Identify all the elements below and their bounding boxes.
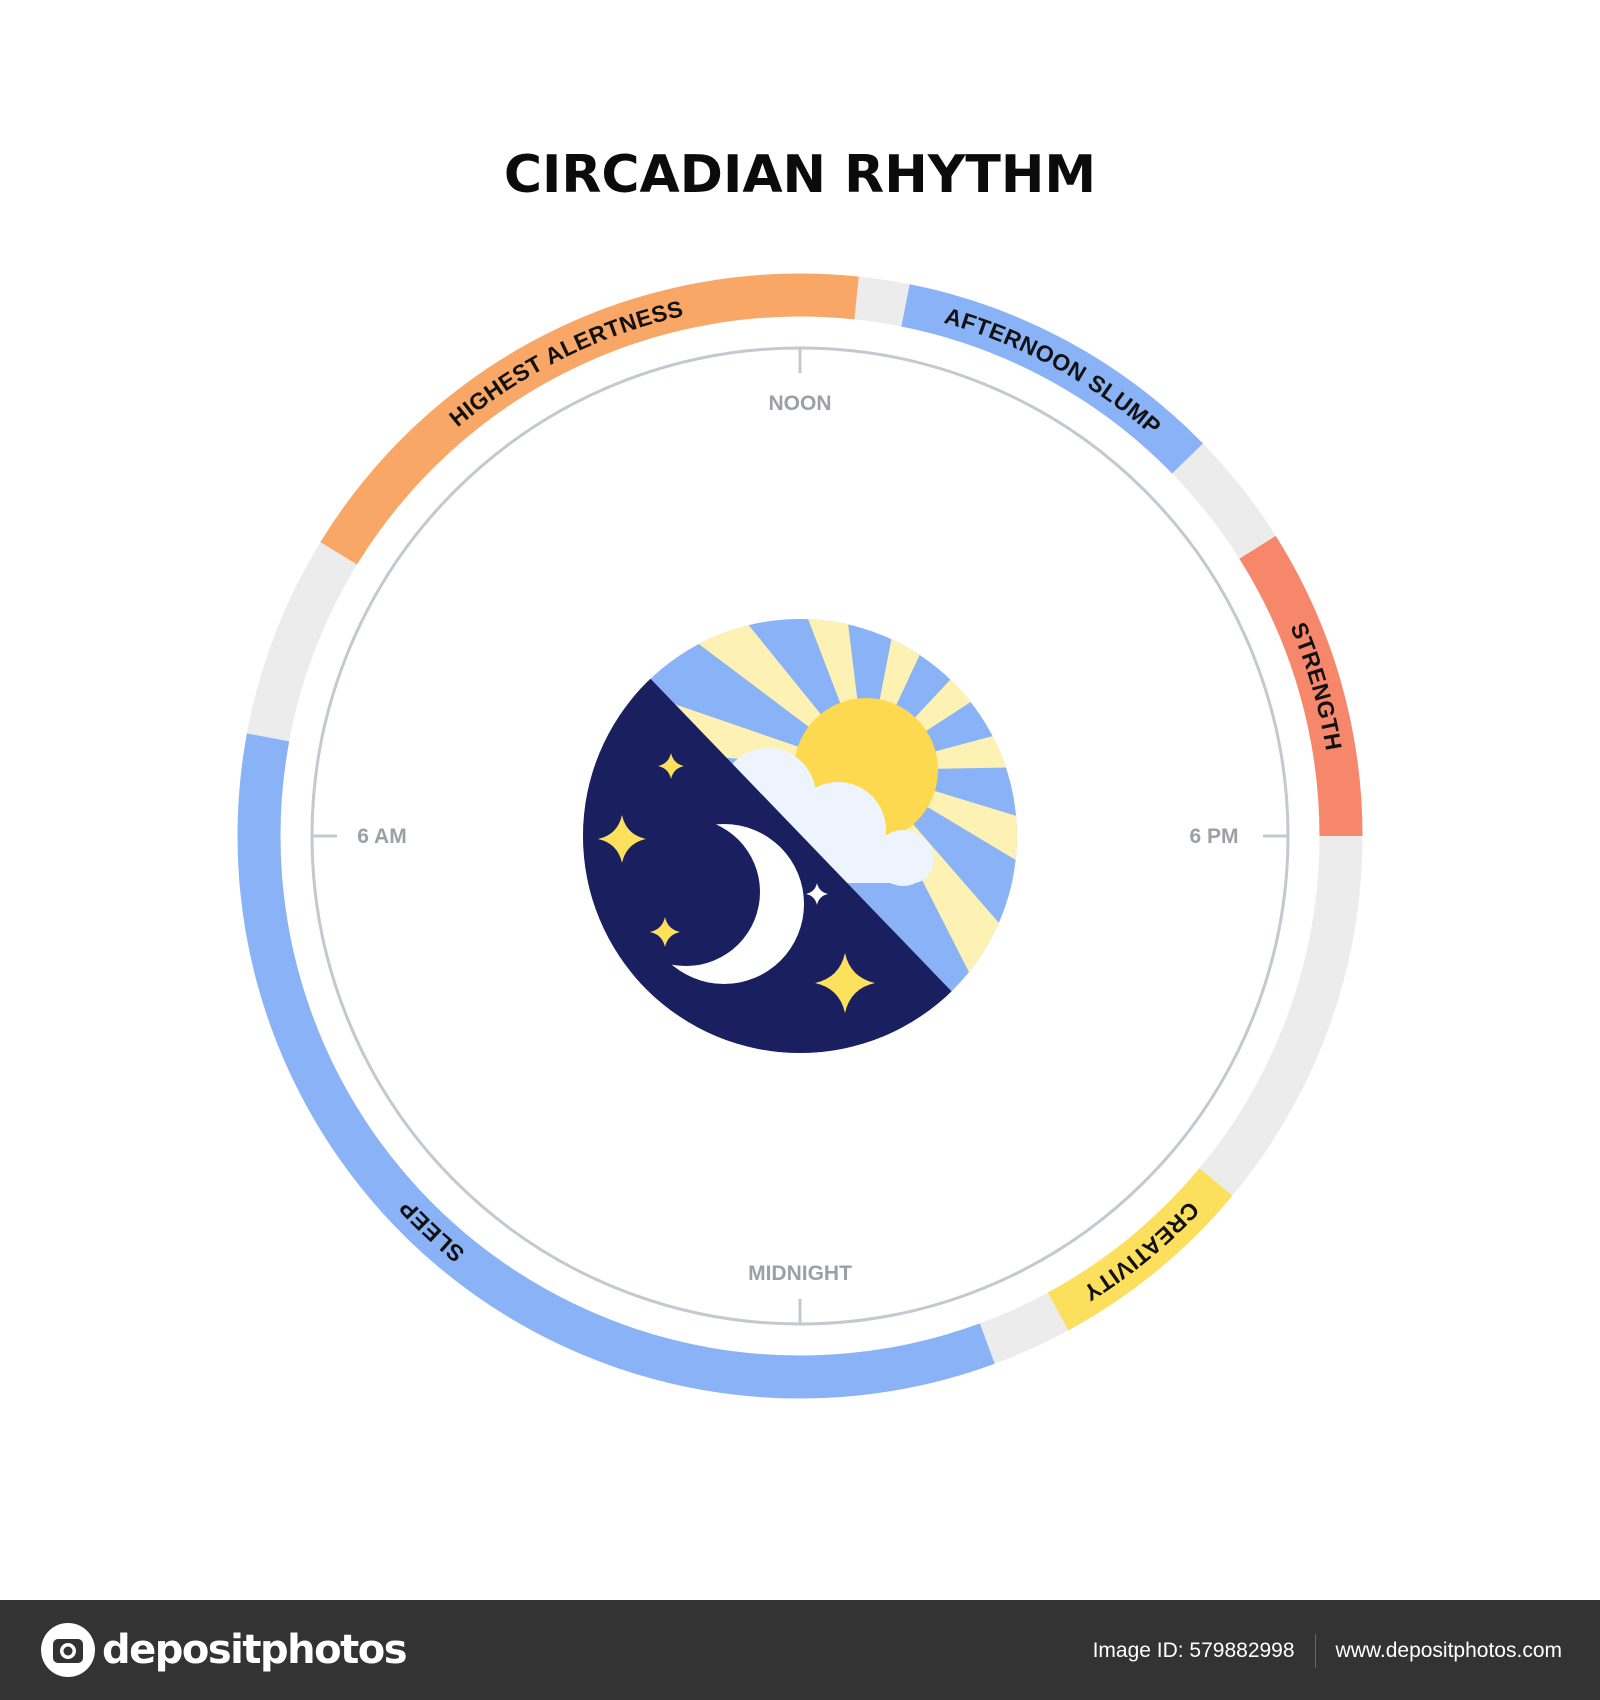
image-id: Image ID: 579882998 — [1092, 1639, 1295, 1662]
page-title: CIRCADIAN RHYTHM — [504, 145, 1096, 205]
moon-icon — [612, 818, 804, 984]
sun-ray — [583, 619, 866, 770]
sun-ray — [866, 770, 1017, 977]
sun-ray — [866, 619, 1017, 770]
day-night-icon — [583, 619, 1017, 1053]
footer-bar: depositphotos Image ID: 579882998 www.de… — [0, 1600, 1600, 1700]
star-icon — [815, 953, 875, 1013]
clock-ticks — [312, 348, 1288, 1324]
logo-text: depositphotos — [102, 1627, 408, 1673]
sun-ray — [866, 619, 1017, 770]
site-url[interactable]: www.depositphotos.com — [1335, 1639, 1562, 1662]
star-icon — [598, 815, 646, 863]
label-6am: 6 AM — [357, 825, 406, 848]
stars — [598, 753, 875, 1013]
sun-ray — [866, 666, 1017, 770]
segment-afternoon-slump — [901, 284, 1203, 474]
segment-highest-alertness — [320, 273, 859, 565]
sun-ray — [722, 619, 866, 770]
segment-label-creativity: CREATIVITY — [1079, 1197, 1205, 1307]
depositphotos-logo[interactable]: depositphotos — [40, 1622, 408, 1678]
label-6pm: 6 PM — [1189, 825, 1238, 848]
star-icon — [806, 883, 828, 905]
segment-strength — [1239, 535, 1363, 837]
label-midnight: MIDNIGHT — [748, 1262, 852, 1285]
label-noon: NOON — [769, 392, 832, 415]
segment-creativity — [1047, 1168, 1233, 1331]
camera-icon — [41, 1623, 95, 1677]
circadian-diagram: CIRCADIAN RHYTHM HIGHEST ALERTNESS AFTERN… — [237, 145, 1363, 1399]
star-icon — [658, 753, 684, 779]
night-half — [583, 619, 1017, 1053]
footer-divider — [1314, 1634, 1316, 1668]
star-icon — [650, 917, 680, 947]
segment-sleep — [237, 733, 995, 1399]
